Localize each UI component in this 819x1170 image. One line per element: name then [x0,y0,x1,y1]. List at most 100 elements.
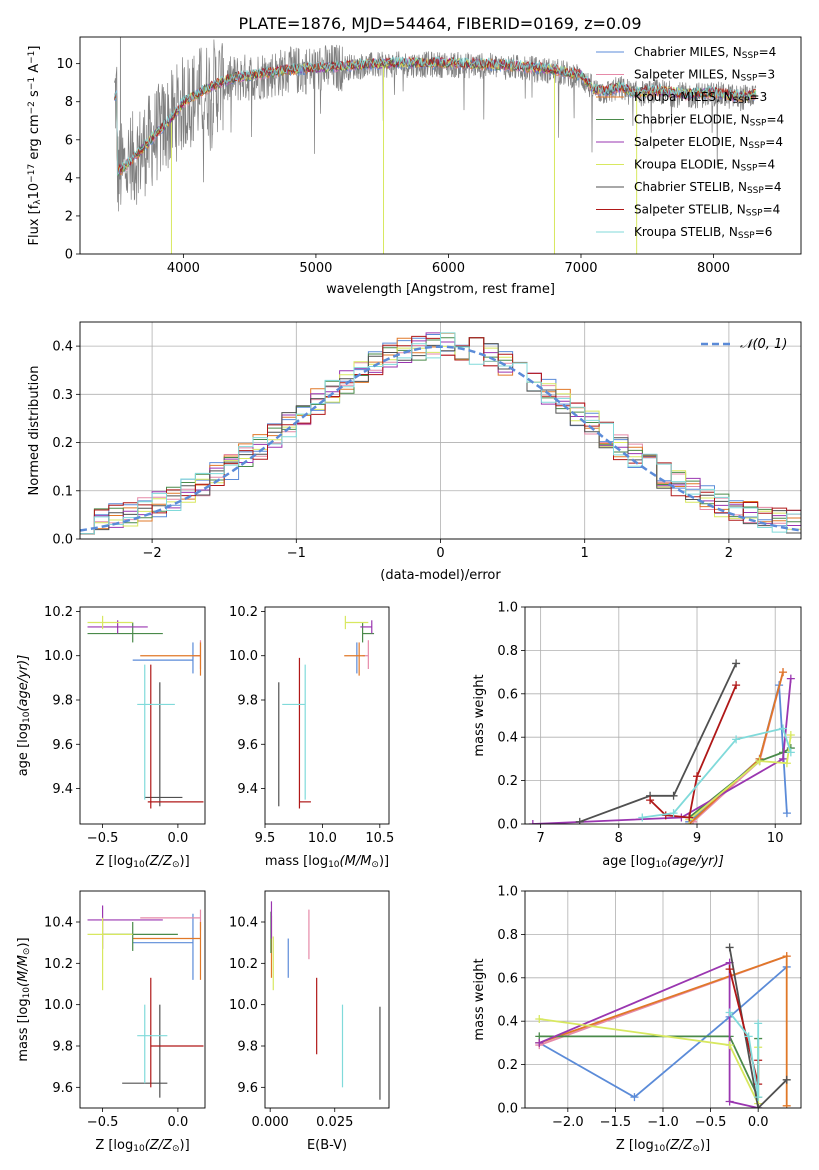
y-tick-label: 10.0 [44,998,73,1013]
y-axis-label-part: 10 [22,987,32,999]
weight-line-SS [649,684,737,819]
y-axis-label: Normed distribution [27,366,42,496]
y-tick-label: 10.2 [229,957,258,972]
legend-entry-part: =4 [759,45,777,59]
y-tick-label: 10.2 [44,957,73,972]
y-axis-label-part: −1 [27,51,37,64]
y-tick-label: 2 [65,209,73,224]
y-tick-label: 0.8 [497,928,518,943]
x-tick-label: 6000 [432,261,465,276]
legend-entry-part: Salpeter ELODIE, N [634,135,748,149]
legend-entry: Kroupa STELIB, NSSP=6 [634,225,772,241]
legend-entry-part: =4 [764,180,782,194]
y-tick-label: 1.0 [497,601,518,616]
model-fit-KS [114,55,757,176]
x-axis-label-part: (Z/Z [665,1138,693,1153]
x-axis-label: Z [log10(Z/Z⊙)] [95,1138,189,1154]
y-axis-label-part: Flux [f [27,204,42,245]
weight-line-CM [538,966,788,1099]
x-axis-label-part: ⊙ [172,860,180,870]
x-tick-label: 0.0 [748,1115,769,1130]
legend-entry-part: SSP [750,119,767,129]
y-tick-label: 1.0 [497,885,518,900]
x-axis-label: (data-model)/error [380,568,501,583]
x-tick-label: −2 [143,546,162,561]
legend-entry-part: =6 [755,225,773,239]
y-tick-label: 0.1 [52,484,73,499]
x-axis-label-part: (M/M [340,854,372,869]
x-axis-label-part: )] [180,854,190,869]
legend-entry-part: Salpeter MILES, N [634,68,741,82]
weight-point-CM [782,809,791,818]
weight-point-KS [786,748,795,757]
legend-entry: Salpeter STELIB, NSSP=4 [634,203,780,219]
axes-frame [79,890,206,1109]
y-axis-label-part: erg cm [27,114,42,163]
weight-point-CS [782,1075,791,1084]
legend-entry-part: SSP [738,231,755,241]
weight-line-KS [728,1011,760,1098]
x-axis-label: Z [log10(Z/Z⊙)] [95,854,189,870]
weight-point-KE [755,757,764,766]
y-axis-label-part: (M/M [16,955,31,987]
y-tick-label: 9.8 [237,1040,258,1055]
weight-point-KS [754,1019,763,1028]
weight-point-SS [685,813,694,822]
y-tick-label: 9.8 [237,694,258,709]
weight_vs_age-lines [528,659,795,824]
weight-point-KS [669,809,678,818]
y-tick-label: 9.8 [52,694,73,709]
legend-label-normal: 𝒩(0, 1) [740,337,787,352]
x-tick-label: 1 [581,546,589,561]
axes-frame [524,890,802,1109]
x-axis-label-part: 10 [328,860,340,870]
weight-line-SM [692,671,784,823]
weight-line-KM [688,671,784,824]
legend-entry: Chabrier ELODIE, NSSP=4 [634,113,784,129]
y-tick-label: 10.0 [44,649,73,664]
weight-point-KS [732,735,741,744]
legend-entry: Kroupa ELODIE, NSSP=4 [634,158,775,174]
axes-frame [524,606,802,825]
y-tick-label: 9.4 [52,782,73,797]
weight-line-KS [642,727,792,819]
x-tick-label: 4000 [167,261,200,276]
x-tick-label: −0.5 [87,831,119,846]
x-axis-label-part: ⊙ [371,860,379,870]
y-tick-label: 6 [65,133,73,148]
x-tick-label: −1 [287,546,306,561]
weight-point-SE [779,754,788,763]
x-tick-label: 0.025 [316,1115,353,1130]
y-tick-label: 0.8 [497,644,518,659]
weight-line-CM [688,684,788,823]
y-axis-label-part: age [log [16,723,31,776]
weight-point-KM [782,1101,791,1108]
legend-entry-part: =3 [750,90,768,104]
y-tick-label: 10.0 [229,998,258,1013]
x-tick-label: 7000 [564,261,597,276]
x-axis-label-part: 10 [133,1144,145,1154]
x-axis-label-part: (Z/Z [145,854,173,869]
weight-point-SE [786,674,795,683]
legend-entry-part: Salpeter STELIB, N [634,203,746,217]
age_vs_mass-panel: 9.5 10.0 10.5 9.4 9.6 9.8 10.0 10.2 mass [log10(… [229,605,394,870]
x-tick-label: 0.0 [168,831,189,846]
y-axis-label-part: mass [log [16,998,31,1061]
weight-line-CS [579,663,737,823]
x-axis-label: age [log10(age/yr)] [602,854,724,870]
x-tick-label: 10 [767,831,784,846]
legend-entry-part: Kroupa MILES, N [634,90,733,104]
y-tick-label: 4 [65,171,73,186]
y-tick-label: 0.4 [497,1015,518,1030]
weight-point-KE [725,1041,734,1050]
weight-line-CS [728,947,788,1108]
x-tick-label: 0 [436,546,444,561]
legend-entry: Chabrier MILES, NSSP=4 [634,45,776,61]
weight-point-KS [754,1093,763,1102]
y-axis-label-part: −2 [27,101,37,114]
legend-entry-part: SSP [747,186,764,196]
weight-point-KS [744,1032,753,1041]
legend-entry-part: SSP [741,164,758,174]
legend-entry-part: Chabrier ELODIE, N [634,113,750,127]
y-axis-label-part: s [27,90,42,101]
